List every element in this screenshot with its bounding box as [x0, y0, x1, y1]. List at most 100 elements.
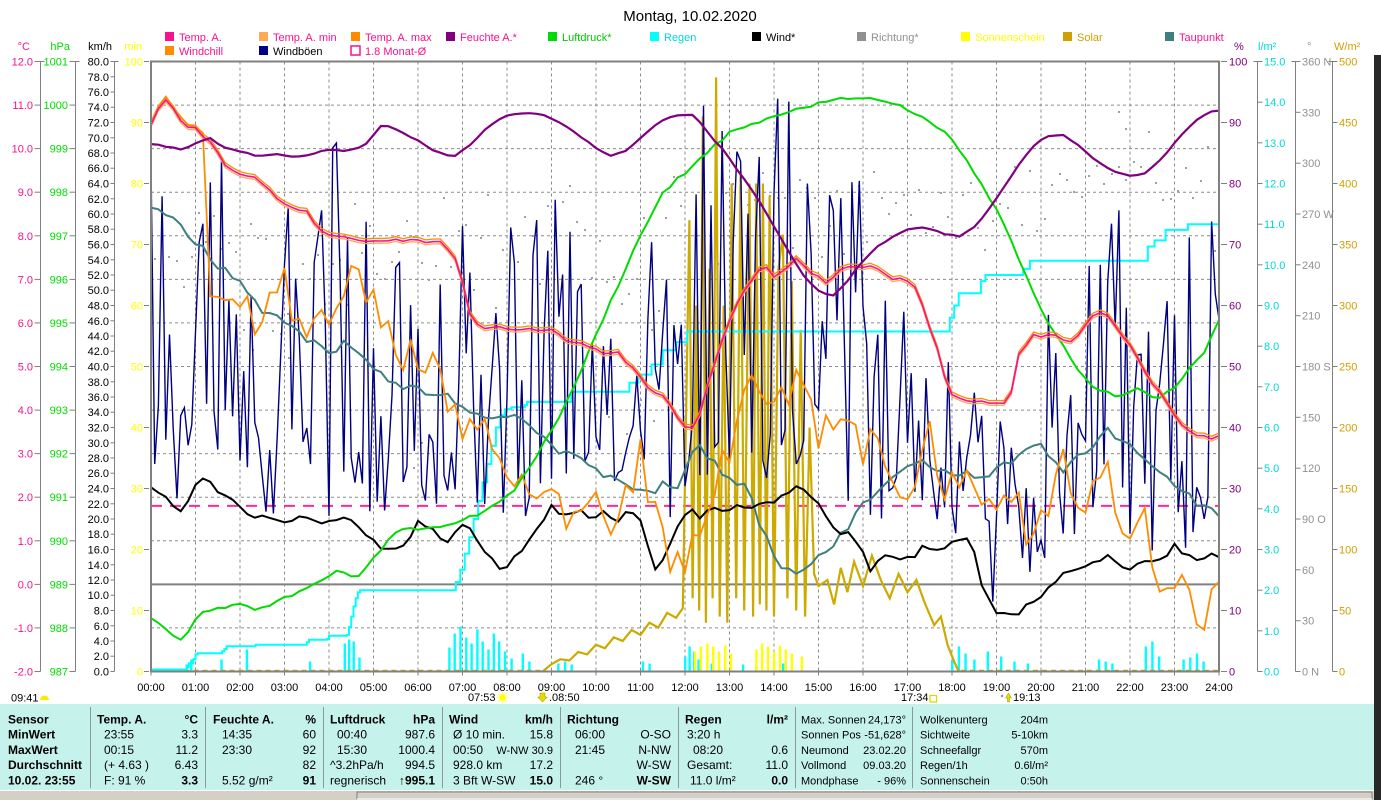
svg-text:N-NW: N-NW [638, 743, 671, 757]
svg-text:Regen/1h: Regen/1h [920, 760, 968, 772]
svg-text:15.0: 15.0 [530, 773, 554, 787]
svg-text:60: 60 [131, 301, 143, 313]
svg-text:17:00: 17:00 [894, 682, 922, 694]
svg-text:Richtung: Richtung [567, 713, 619, 727]
svg-text:180 S: 180 S [1302, 362, 1331, 374]
svg-text:3.0: 3.0 [18, 449, 33, 461]
svg-text:78.0: 78.0 [88, 72, 109, 84]
svg-text:km/h: km/h [525, 713, 553, 727]
svg-text:hPa: hPa [413, 713, 435, 727]
svg-text:07:00: 07:00 [449, 682, 477, 694]
svg-text:11.0: 11.0 [766, 758, 789, 772]
svg-text:60: 60 [1302, 565, 1314, 577]
svg-text:02:00: 02:00 [226, 682, 254, 694]
svg-text:2.0: 2.0 [18, 492, 33, 504]
svg-text:14.0: 14.0 [1264, 97, 1285, 109]
svg-text:Regen: Regen [664, 32, 696, 44]
svg-text:09:00: 09:00 [538, 682, 566, 694]
svg-text:Wolkenunterg: Wolkenunterg [920, 715, 988, 727]
svg-text:-51,628°: -51,628° [864, 730, 906, 742]
svg-text:Vollmond: Vollmond [801, 760, 846, 772]
svg-text:450: 450 [1339, 118, 1357, 130]
svg-text:250: 250 [1339, 362, 1357, 374]
svg-text:Gesamt:: Gesamt: [687, 758, 732, 772]
svg-text:Temp. A. max: Temp. A. max [365, 32, 432, 44]
svg-text:W-SW: W-SW [637, 773, 672, 787]
svg-text:30.0: 30.0 [88, 438, 109, 450]
svg-text:24.0: 24.0 [88, 484, 109, 496]
svg-text:36.0: 36.0 [88, 392, 109, 404]
svg-text:18:00: 18:00 [938, 682, 966, 694]
svg-text:995: 995 [50, 318, 68, 330]
svg-text:3 Bft W-SW: 3 Bft W-SW [453, 773, 516, 787]
svg-text:80: 80 [131, 179, 143, 191]
svg-text:2.0: 2.0 [94, 651, 109, 663]
svg-text:MaxWert: MaxWert [8, 743, 58, 757]
svg-text:l/m²: l/m² [1258, 41, 1277, 53]
svg-text:989: 989 [50, 579, 68, 591]
svg-text:40: 40 [1229, 423, 1241, 435]
svg-text:regnerisch: regnerisch [330, 773, 386, 787]
svg-text:Sonnenschein: Sonnenschein [920, 775, 990, 787]
svg-text:40: 40 [131, 423, 143, 435]
svg-text:17.2: 17.2 [530, 758, 554, 772]
svg-text:6.0: 6.0 [18, 318, 33, 330]
svg-text:W/m²: W/m² [1334, 41, 1361, 53]
svg-text:1001: 1001 [44, 57, 68, 69]
svg-text:330: 330 [1302, 107, 1320, 119]
svg-text:3.0: 3.0 [1264, 545, 1279, 557]
svg-text:14.0: 14.0 [88, 560, 109, 572]
svg-text:19:00: 19:00 [983, 682, 1011, 694]
svg-text:91: 91 [303, 773, 317, 787]
svg-text:204m: 204m [1020, 715, 1048, 727]
svg-text:08:00: 08:00 [493, 682, 521, 694]
svg-text:4.0: 4.0 [1264, 504, 1279, 516]
svg-text:0.0: 0.0 [1264, 667, 1279, 679]
svg-text:10: 10 [131, 606, 143, 618]
svg-text:17:34: 17:34 [901, 692, 929, 704]
svg-text:Sensor: Sensor [8, 713, 49, 727]
svg-text:00:00: 00:00 [137, 682, 165, 694]
svg-text:- 96%: - 96% [877, 775, 906, 787]
svg-text:0: 0 [1229, 667, 1235, 679]
svg-text:Temp. A.: Temp. A. [179, 32, 222, 44]
svg-text:120: 120 [1302, 463, 1320, 475]
svg-text:23:30: 23:30 [222, 743, 252, 757]
svg-text:0 N: 0 N [1302, 667, 1319, 679]
svg-text:Schneefallgr: Schneefallgr [920, 745, 981, 757]
svg-text:92: 92 [303, 743, 317, 757]
svg-text:68.0: 68.0 [88, 148, 109, 160]
svg-text:60: 60 [1229, 301, 1241, 313]
svg-text:12.0: 12.0 [88, 575, 109, 587]
svg-text:240: 240 [1302, 260, 1320, 272]
svg-text:10:00: 10:00 [582, 682, 610, 694]
svg-text:987.6: 987.6 [405, 728, 435, 742]
svg-text:8.0: 8.0 [94, 606, 109, 618]
svg-text:988: 988 [50, 623, 68, 635]
svg-text:Taupunkt: Taupunkt [1179, 32, 1224, 44]
svg-text:12.0: 12.0 [12, 57, 33, 69]
svg-text:200: 200 [1339, 423, 1357, 435]
svg-text:100: 100 [1229, 57, 1247, 69]
svg-text:Regen: Regen [685, 713, 722, 727]
svg-text:5.52 g/m²: 5.52 g/m² [222, 773, 273, 787]
svg-text:5.0: 5.0 [1264, 463, 1279, 475]
svg-text:3:20 h: 3:20 h [687, 728, 720, 742]
svg-text:10.02. 23:55: 10.02. 23:55 [8, 773, 76, 787]
svg-text:6.43: 6.43 [175, 758, 199, 772]
svg-text:01:00: 01:00 [182, 682, 210, 694]
svg-text:999: 999 [50, 144, 68, 156]
svg-text:00:50: 00:50 [453, 743, 483, 757]
svg-text:14:00: 14:00 [760, 682, 788, 694]
svg-text:150: 150 [1339, 484, 1357, 496]
svg-text:%: % [305, 713, 316, 727]
svg-text:38.0: 38.0 [88, 377, 109, 389]
svg-text:90: 90 [1229, 118, 1241, 130]
svg-text:08:20: 08:20 [693, 743, 723, 757]
svg-text:Durchschnitt: Durchschnitt [8, 758, 82, 772]
svg-text:992: 992 [50, 449, 68, 461]
svg-text:360 N: 360 N [1302, 57, 1331, 69]
svg-text:11.0: 11.0 [12, 100, 33, 112]
svg-text:4.0: 4.0 [94, 636, 109, 648]
svg-text:22.0: 22.0 [88, 499, 109, 511]
